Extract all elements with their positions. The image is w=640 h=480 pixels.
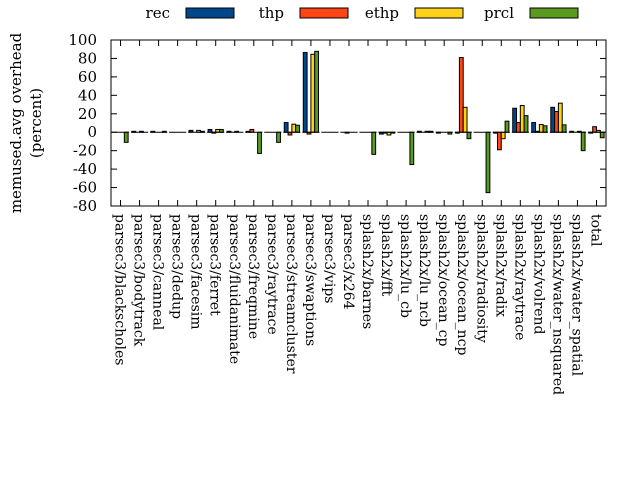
x-tick-label: parsec3/streamcluster — [283, 214, 299, 374]
y-tick-label: -60 — [73, 179, 97, 197]
bar-prcl — [371, 131, 377, 155]
bar-prcl — [599, 131, 605, 139]
y-tick-label: 80 — [78, 49, 97, 67]
bar-ethp — [538, 124, 544, 133]
x-tick-label: splash2x/ocean_ncp — [454, 214, 470, 355]
plot-frame — [110, 39, 607, 207]
bar-ethp — [462, 106, 468, 133]
y-axis-title-line1: memused.avg overhead — [7, 32, 25, 213]
bar-ethp — [291, 123, 297, 133]
bar-thp — [554, 110, 559, 133]
y-tick-label: -40 — [73, 160, 97, 178]
x-tick-label: splash2x/fft — [378, 214, 394, 297]
x-tick-label: parsec3/canneal — [150, 214, 166, 331]
x-tick-label: parsec3/vips — [321, 214, 337, 303]
legend-swatch-prcl — [529, 7, 579, 19]
y-axis-title-line2: (percent) — [27, 88, 45, 158]
x-tick-label: splash2x/barnes — [359, 214, 375, 329]
bar-prcl — [295, 124, 300, 133]
y-tick-label: 20 — [78, 105, 97, 123]
bar-prcl — [409, 131, 415, 166]
bar-prcl — [485, 131, 491, 194]
bar-prcl — [276, 131, 281, 143]
legend-swatch-rec — [185, 7, 235, 19]
legend-label-prcl: prcl — [484, 4, 514, 22]
x-tick-label: splash2x/volrend — [530, 214, 546, 335]
bar-rec — [550, 106, 556, 133]
x-tick-label: parsec3/swaptions — [302, 214, 318, 346]
x-tick-label: total — [587, 214, 603, 247]
bar-rec — [531, 122, 537, 133]
bar-prcl — [257, 131, 262, 154]
bar-rec — [512, 107, 518, 133]
bar-thp — [592, 126, 597, 133]
bar-thp — [516, 122, 521, 133]
y-tick-label: 40 — [78, 86, 97, 104]
bar-prcl — [504, 120, 510, 133]
x-tick-label: parsec3/bodytrack — [131, 214, 147, 347]
x-tick-label: parsec3/blackscholes — [112, 214, 128, 365]
bar-ethp — [519, 104, 525, 133]
bar-ethp — [500, 131, 506, 140]
bar-prcl — [542, 125, 548, 133]
x-tick-label: splash2x/raytrace — [511, 214, 527, 340]
legend-label-thp: thp — [259, 4, 284, 22]
bar-prcl — [314, 50, 320, 133]
bar-prcl — [523, 115, 529, 133]
x-tick-label: parsec3/raytrace — [264, 214, 280, 335]
x-tick-label: parsec3/x264 — [340, 214, 356, 310]
y-tick-label: 0 — [87, 123, 97, 141]
bar-prcl — [466, 131, 472, 140]
y-axis-title: memused.avg overhead (percent) — [7, 32, 45, 213]
bar-ethp — [310, 53, 316, 133]
bar-prcl — [123, 131, 129, 143]
bar-prcl — [561, 124, 567, 133]
legend-swatch-ethp — [414, 7, 464, 19]
legend: rec thp ethp prcl — [146, 4, 579, 22]
x-tick-label: splash2x/lu_ncb — [416, 214, 432, 327]
x-tick-label: splash2x/water_spatial — [568, 214, 584, 377]
bar-prcl — [580, 131, 586, 152]
bars — [123, 50, 605, 194]
x-tick-label: parsec3/ferret — [207, 214, 223, 316]
x-axis: parsec3/blackscholes parsec3/bodytrack par… — [112, 40, 603, 395]
x-tick-label: splash2x/radiosity — [473, 214, 489, 343]
x-tick-label: splash2x/lu_cb — [397, 214, 413, 318]
legend-label-rec: rec — [146, 4, 170, 22]
bar-thp — [496, 131, 502, 151]
legend-swatch-thp — [299, 7, 349, 19]
bar-ethp — [557, 102, 563, 133]
bar-rec — [283, 122, 289, 133]
y-tick-label: 100 — [68, 31, 97, 49]
x-tick-label: parsec3/freqmine — [245, 214, 261, 339]
y-tick-label: 60 — [78, 68, 97, 86]
y-tick-label: -80 — [73, 197, 97, 215]
x-tick-label: parsec3/facesim — [188, 214, 204, 330]
x-tick-label: splash2x/ocean_cp — [435, 214, 451, 346]
x-tick-label: parsec3/fluidanimate — [226, 214, 242, 364]
bar-rec — [302, 51, 308, 133]
y-tick-label: -20 — [73, 142, 97, 160]
bar-thp — [458, 57, 464, 133]
legend-label-ethp: ethp — [365, 4, 399, 22]
x-tick-label: splash2x/radix — [492, 214, 508, 317]
x-tick-label: parsec3/dedup — [169, 214, 185, 319]
x-tick-label: splash2x/water_nsquared — [549, 214, 565, 395]
